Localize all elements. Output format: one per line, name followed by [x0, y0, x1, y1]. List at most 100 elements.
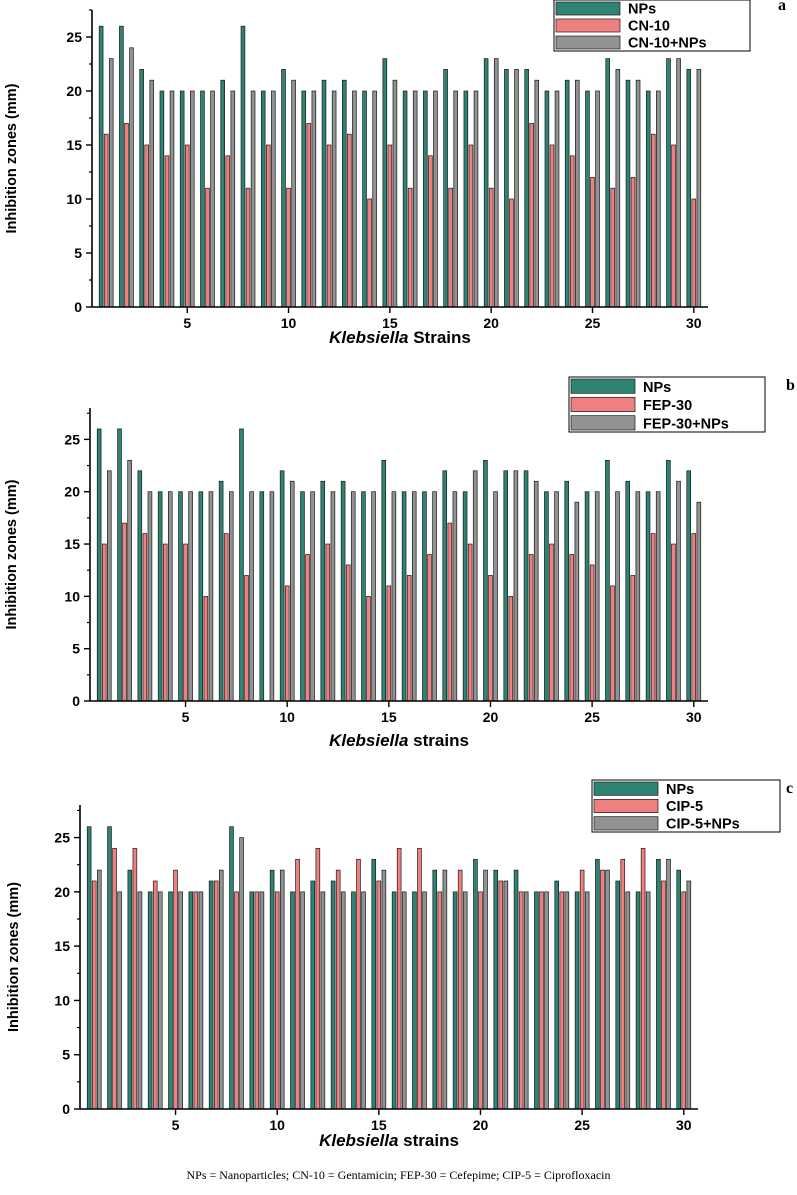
bar-combo-strain-19 [473, 90, 479, 308]
bar-nps-strain-7 [218, 480, 224, 702]
bar-nps-strain-19 [463, 90, 469, 308]
bar-nps-strain-6 [198, 491, 204, 702]
bar-combo-strain-9 [259, 891, 265, 1110]
bar-antibiotic-strain-28 [650, 533, 656, 702]
x-tick-label: 20 [483, 315, 499, 331]
bar-antibiotic-strain-4 [152, 880, 158, 1110]
bar-nps-strain-26 [595, 858, 600, 1110]
bar-antibiotic-strain-24 [569, 554, 575, 702]
bar-nps-strain-8 [239, 428, 244, 702]
bar-antibiotic-strain-18 [437, 891, 443, 1110]
bar-nps-strain-28 [635, 891, 641, 1110]
bar-antibiotic-strain-13 [335, 869, 341, 1110]
bar-nps-strain-6 [200, 90, 205, 308]
bar-nps-strain-19 [462, 491, 468, 702]
bar-antibiotic-strain-27 [630, 575, 636, 702]
bar-antibiotic-strain-4 [162, 543, 168, 702]
y-tick-label: 15 [54, 938, 70, 954]
bar-combo-strain-12 [330, 491, 336, 702]
legend-label-antibiotic: CN-10 [628, 19, 670, 35]
bar-nps-strain-4 [159, 90, 165, 308]
bar-nps-strain-9 [259, 491, 265, 702]
x-tick-label: 5 [182, 709, 190, 725]
bar-combo-strain-17 [422, 891, 427, 1110]
x-axis-label-rest: Strains [409, 328, 471, 347]
y-tick-label: 0 [62, 1101, 70, 1117]
bar-combo-strain-14 [371, 491, 376, 702]
bar-nps-strain-30 [686, 69, 692, 308]
legend-swatch-nps [570, 378, 636, 394]
panel-label: a [778, 0, 786, 14]
bar-combo-strain-16 [412, 90, 418, 308]
bar-combo-strain-15 [392, 79, 398, 308]
bar-combo-strain-19 [462, 891, 468, 1110]
y-tick-label: 5 [74, 245, 82, 261]
bar-nps-strain-3 [139, 69, 144, 308]
bar-combo-strain-13 [350, 491, 356, 702]
bar-antibiotic-strain-19 [467, 543, 473, 702]
bar-combo-strain-24 [564, 891, 570, 1110]
bar-antibiotic-strain-6 [203, 596, 209, 702]
bar-nps-strain-29 [666, 459, 671, 702]
bar-antibiotic-strain-23 [549, 543, 554, 702]
bar-antibiotic-strain-26 [600, 869, 605, 1110]
bar-antibiotic-strain-8 [244, 575, 249, 702]
bar-antibiotic-strain-3 [132, 848, 138, 1110]
bar-combo-strain-16 [401, 891, 407, 1110]
bar-nps-strain-28 [645, 491, 651, 702]
bar-combo-strain-20 [483, 869, 488, 1110]
y-tick-label: 10 [66, 191, 82, 207]
bar-nps-strain-23 [544, 90, 550, 308]
bar-antibiotic-strain-27 [620, 858, 626, 1110]
bar-nps-strain-12 [310, 880, 316, 1110]
bar-combo-strain-11 [300, 891, 305, 1110]
y-tick-label: 5 [62, 1047, 70, 1063]
bar-combo-strain-9 [269, 491, 275, 702]
bar-nps-strain-2 [107, 826, 112, 1110]
x-tick-label: 20 [483, 709, 499, 725]
x-tick-label: 15 [371, 1117, 387, 1133]
x-axis-label-italic: Klebsiella [319, 1131, 398, 1150]
chart-panel-c: 0 5 10 15 20 25 5 10 15 20 25 30 Inhibition zones (m… [5, 779, 793, 1150]
x-tick-label: 30 [676, 1117, 692, 1133]
bar-combo-strain-10 [279, 869, 285, 1110]
bar-antibiotic-strain-11 [306, 123, 312, 308]
bar-combo-strain-30 [686, 880, 692, 1110]
bar-combo-strain-21 [514, 69, 519, 308]
bar-nps-strain-8 [240, 25, 246, 308]
bar-nps-strain-16 [402, 90, 408, 308]
bar-nps-strain-5 [179, 90, 185, 308]
bar-combo-strain-8 [249, 491, 254, 702]
bar-combo-strain-26 [605, 869, 610, 1110]
bar-combo-strain-24 [574, 501, 580, 702]
bar-combo-strain-7 [230, 90, 236, 308]
x-tick-label: 15 [381, 709, 397, 725]
bar-nps-strain-14 [351, 891, 356, 1110]
bar-combo-strain-10 [289, 480, 295, 702]
bar-combo-strain-3 [147, 491, 153, 702]
bar-antibiotic-strain-21 [498, 880, 504, 1110]
bar-nps-strain-30 [676, 869, 681, 1110]
bar-antibiotic-strain-12 [325, 543, 331, 702]
y-tick-label: 15 [66, 137, 82, 153]
x-tick-label: 10 [281, 315, 297, 331]
bar-combo-strain-12 [320, 891, 326, 1110]
bar-combo-strain-8 [239, 837, 244, 1110]
bar-combo-strain-20 [493, 491, 498, 702]
bar-nps-strain-1 [96, 428, 102, 702]
bar-nps-strain-3 [137, 470, 143, 702]
bar-antibiotic-strain-23 [539, 891, 544, 1110]
bar-combo-strain-10 [291, 79, 296, 308]
bar-antibiotic-strain-5 [173, 869, 178, 1110]
bar-nps-strain-21 [504, 69, 509, 308]
bar-nps-strain-24 [564, 79, 570, 308]
bar-nps-strain-8 [229, 826, 234, 1110]
bar-nps-strain-16 [391, 891, 397, 1110]
bar-combo-strain-22 [533, 480, 539, 702]
bar-combo-strain-18 [442, 869, 448, 1110]
legend: NPs FEP-30 FEP-30+NPs [568, 376, 766, 433]
bar-nps-strain-26 [605, 58, 610, 308]
bar-antibiotic-strain-17 [417, 848, 422, 1110]
bar-nps-strain-21 [503, 470, 509, 702]
